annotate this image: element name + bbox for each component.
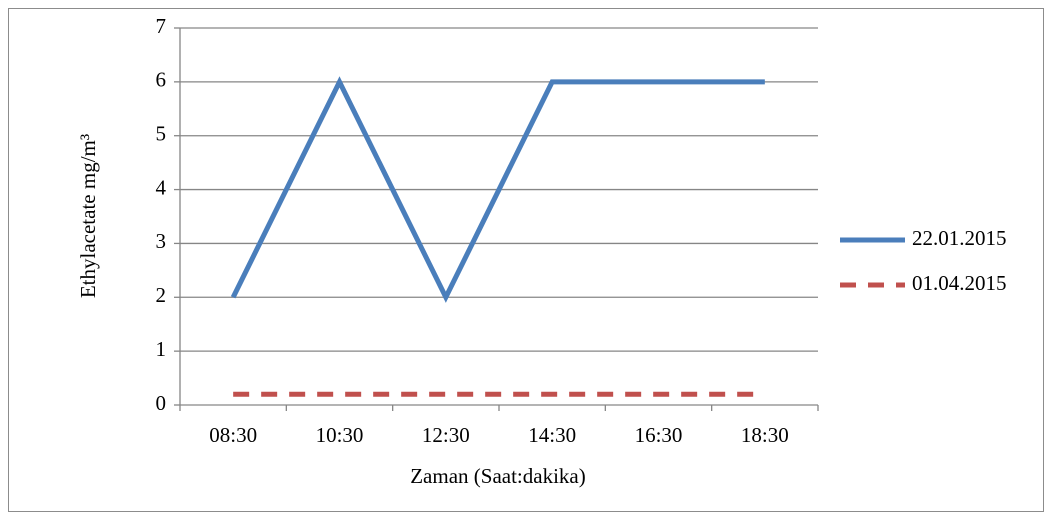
x-tick-label: 14:30 <box>528 423 576 447</box>
y-tick-label: 4 <box>156 175 167 199</box>
y-tick-label: 3 <box>156 229 167 253</box>
y-tick-label: 7 <box>156 14 167 38</box>
y-tick-label: 5 <box>156 122 167 146</box>
x-tick-label: 08:30 <box>209 423 257 447</box>
y-tick-label: 2 <box>156 283 167 307</box>
y-tick-label: 1 <box>156 337 167 361</box>
x-tick-label: 12:30 <box>422 423 470 447</box>
y-tick-label: 6 <box>156 68 167 92</box>
x-tick-label: 16:30 <box>635 423 683 447</box>
chart-frame <box>8 8 1044 512</box>
x-tick-label: 10:30 <box>316 423 364 447</box>
y-tick-label: 0 <box>156 391 167 415</box>
x-tick-label: 18:30 <box>741 423 789 447</box>
y-axis-label: Ethylacetate mg/m³ <box>76 134 100 298</box>
series-line <box>230 76 765 303</box>
legend-label: 22.01.2015 <box>912 226 1007 250</box>
legend-label: 01.04.2015 <box>912 271 1007 295</box>
x-axis-label: Zaman (Saat:dakika) <box>410 464 586 488</box>
